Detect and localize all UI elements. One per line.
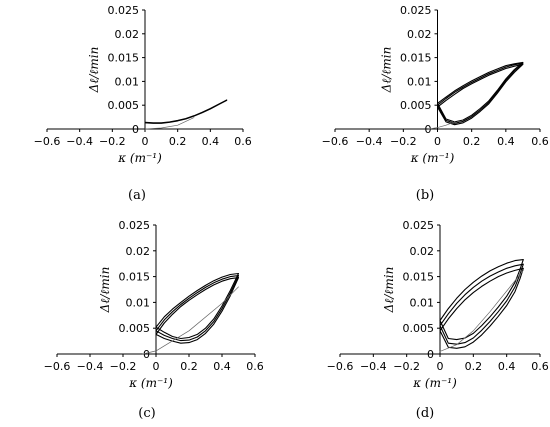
- panel-label: (a): [128, 188, 146, 203]
- x-tick-label: −0.2: [110, 360, 137, 373]
- series-line-2: [144, 99, 228, 124]
- y-tick-label: 0.005: [119, 322, 151, 335]
- y-axis-title: Δℓ/ℓmin: [382, 267, 396, 314]
- x-tick-label: 0.4: [498, 360, 516, 373]
- y-axis-title: Δℓ/ℓmin: [87, 47, 101, 94]
- y-tick-label: 0.005: [400, 99, 432, 112]
- x-tick-label: 0.6: [246, 360, 264, 373]
- series-line-4: [439, 270, 524, 352]
- x-tick-label: 0.2: [169, 135, 187, 148]
- series-line-1: [436, 62, 524, 124]
- y-tick-label: 0.015: [403, 271, 435, 284]
- x-axis-title: κ (m⁻¹): [117, 151, 162, 165]
- y-tick-label: 0.01: [115, 75, 140, 88]
- series-line-3: [155, 272, 240, 340]
- series-line-3: [144, 117, 195, 130]
- x-axis-title: κ (m⁻¹): [412, 376, 457, 390]
- x-tick-label: 0: [437, 360, 444, 373]
- x-tick-label: −0.2: [393, 360, 420, 373]
- x-tick-label: 0.2: [463, 135, 481, 148]
- x-tick-label: −0.6: [327, 360, 354, 373]
- y-tick-label: 0.01: [410, 296, 435, 309]
- panel-label: (d): [416, 406, 434, 421]
- chart-panel-4: −0.6 −0.4 −0.2 0 0.2 0.4 0.6 0 0.005 0.01 0.015 0.0…: [327, 219, 549, 421]
- series-line-4: [428, 121, 455, 130]
- y-tick-label: 0.005: [108, 99, 140, 112]
- x-tick-label: −0.6: [34, 135, 61, 148]
- y-tick-label: 0.025: [108, 4, 140, 17]
- x-tick-label: −0.4: [356, 135, 383, 148]
- x-tick-label: 0.4: [213, 360, 231, 373]
- x-tick-label: 0.2: [465, 360, 483, 373]
- x-tick-label: −0.6: [322, 135, 349, 148]
- y-tick-label: 0.025: [119, 219, 151, 232]
- x-tick-label: 0.6: [531, 135, 549, 148]
- y-tick-label: 0.025: [400, 4, 432, 17]
- x-tick-label: 0.6: [531, 360, 549, 373]
- series-line-2: [155, 277, 240, 344]
- y-tick-label: 0: [425, 123, 432, 136]
- series-line-3: [439, 259, 524, 341]
- x-tick-label: −0.4: [77, 360, 104, 373]
- x-tick-label: −0.4: [66, 135, 93, 148]
- x-tick-label: 0: [142, 135, 149, 148]
- y-tick-label: 0: [132, 123, 139, 136]
- x-tick-label: −0.2: [99, 135, 126, 148]
- y-axis-title: Δℓ/ℓmin: [380, 47, 394, 94]
- x-tick-label: −0.2: [390, 135, 417, 148]
- series-line-2: [439, 267, 524, 349]
- y-tick-label: 0.02: [126, 245, 151, 258]
- x-tick-label: 0: [153, 360, 160, 373]
- y-tick-label: 0.025: [403, 219, 435, 232]
- x-tick-label: −0.4: [360, 360, 387, 373]
- chart-panel-2: −0.6 −0.4 −0.2 0 0.2 0.4 0.6 0 0.005 0.01 0.015 0.0…: [322, 4, 549, 203]
- x-tick-label: 0.4: [497, 135, 515, 148]
- y-tick-label: 0.02: [115, 28, 140, 41]
- y-tick-label: 0.02: [410, 245, 435, 258]
- y-tick-label: 0.015: [400, 52, 432, 65]
- panel-label: (c): [138, 406, 155, 421]
- y-tick-label: 0.005: [403, 322, 435, 335]
- series-line-4: [142, 286, 239, 355]
- x-tick-label: 0.4: [202, 135, 220, 148]
- series-line-2: [436, 63, 524, 126]
- y-tick-label: 0: [427, 348, 434, 361]
- y-tick-label: 0.02: [407, 28, 432, 41]
- chart-panel-3: −0.6 −0.4 −0.2 0 0.2 0.4 0.6 0 0.005 0.01 0.015 0.0…: [44, 219, 264, 421]
- y-tick-label: 0.01: [407, 75, 432, 88]
- x-tick-label: 0.6: [234, 135, 252, 148]
- y-axis-title: Δℓ/ℓmin: [98, 267, 112, 314]
- x-tick-label: −0.6: [44, 360, 71, 373]
- panel-label: (b): [416, 188, 434, 203]
- chart-panel-1: −0.6 −0.4 −0.2 0 0.2 0.4 0.6 0 0.005 0.01 0.015 0.0…: [34, 4, 252, 203]
- x-tick-label: 0.2: [180, 360, 198, 373]
- x-tick-label: 0: [434, 135, 441, 148]
- x-axis-title: κ (m⁻¹): [410, 151, 455, 165]
- y-tick-label: 0.015: [108, 52, 140, 65]
- y-tick-label: 0: [143, 348, 150, 361]
- x-axis-title: κ (m⁻¹): [128, 376, 173, 390]
- y-tick-label: 0.01: [126, 296, 151, 309]
- y-tick-label: 0.015: [119, 271, 151, 284]
- series-line-3: [436, 61, 524, 123]
- series-line-1: [155, 275, 240, 342]
